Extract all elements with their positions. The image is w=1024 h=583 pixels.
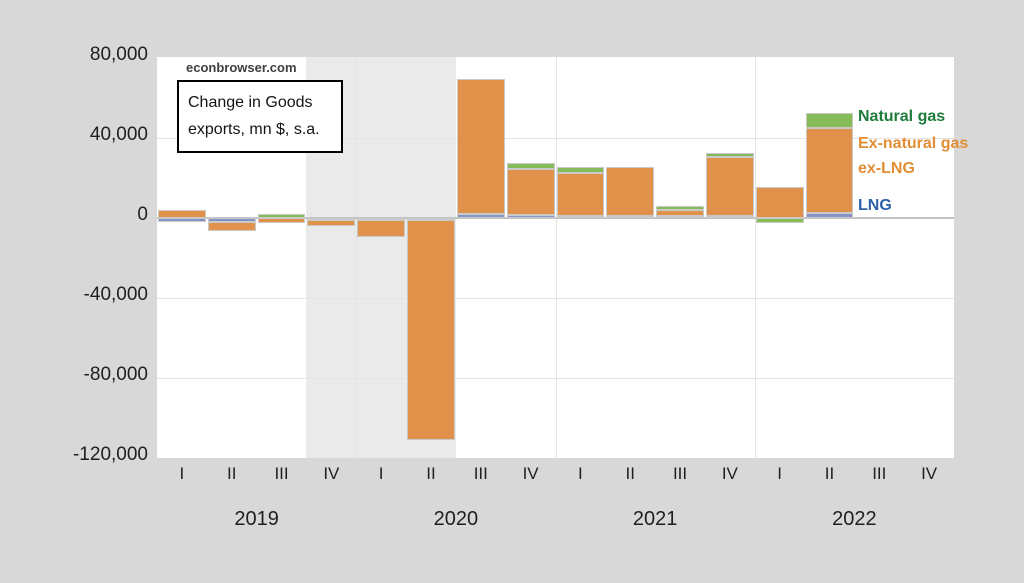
bar-segment (257, 213, 306, 218)
y-tick-label: 0 (137, 204, 148, 225)
legend-label-natural-gas: Natural gas (858, 108, 946, 125)
bar-segment (606, 167, 655, 216)
bar-segment (257, 218, 306, 223)
bar-segment (207, 222, 256, 232)
chart-title-line2: exports, mn $, s.a. (188, 121, 320, 138)
bar-segment (805, 127, 854, 213)
source-watermark: econbrowser.com (186, 60, 297, 75)
x-tick-label: I (578, 464, 583, 483)
x-tick-label: III (473, 464, 488, 483)
x-tick-label: I (378, 464, 384, 483)
bar-segment (357, 220, 406, 237)
bar-segment (456, 79, 505, 215)
y-tick-label: -80,000 (83, 364, 148, 386)
x-year-label: 2021 (632, 508, 678, 530)
bar-segment (158, 209, 206, 218)
x-tick-label: I (777, 464, 783, 483)
x-tick-label: IV (921, 464, 938, 483)
x-tick-label: IV (721, 464, 738, 483)
plot-area (157, 57, 954, 458)
year-boundary-gridline (555, 57, 557, 458)
bar-segment (407, 218, 455, 220)
x-tick-label: II (625, 464, 635, 483)
x-tick-label: III (274, 464, 289, 483)
bar-segment (357, 218, 406, 220)
legend-label-ex-natural-gas: Ex-natural gas (858, 135, 969, 152)
legend-label-lng: LNG (858, 197, 892, 214)
y-tick-label: -40,000 (83, 284, 148, 306)
x-tick-label: III (672, 464, 688, 483)
x-year-label: 2022 (832, 508, 877, 530)
y-tick-label: -120,000 (72, 444, 148, 466)
bar-segment (755, 187, 804, 218)
x-tick-label: II (426, 464, 436, 483)
bar-segment (158, 218, 206, 223)
y-tick-label: 40,000 (89, 123, 148, 145)
bar-segment (606, 215, 655, 218)
zero-axis-line (157, 217, 954, 219)
bar-segment (307, 220, 356, 227)
chart-title-line1: Change in Goods (188, 94, 313, 111)
bar-segment (656, 210, 704, 216)
bar-segment (656, 215, 704, 218)
bar-segment (705, 152, 754, 158)
bar-segment (556, 172, 605, 216)
bar-segment (307, 218, 356, 220)
year-boundary-gridline (754, 57, 756, 458)
bar-segment (805, 212, 854, 218)
bar-segment (805, 112, 854, 128)
bar-segment (705, 157, 754, 216)
bar-segment (506, 169, 555, 216)
y-tick-label: 80,000 (89, 43, 148, 65)
x-tick-label: IV (522, 464, 539, 483)
x-tick-label: IV (323, 464, 340, 483)
bar-segment (556, 215, 605, 218)
x-year-label: 2020 (433, 508, 479, 530)
bar-segment (456, 214, 505, 218)
x-tick-label: II (226, 464, 237, 483)
bar-segment (556, 166, 605, 173)
bar-segment (506, 162, 555, 170)
bar-segment (705, 215, 754, 218)
x-tick-label: III (872, 464, 887, 483)
year-boundary-gridline (356, 57, 358, 458)
bar-segment (656, 206, 704, 211)
x-year-label: 2019 (234, 508, 279, 530)
x-tick-label: II (824, 464, 835, 483)
bar-segment (407, 220, 455, 440)
bar-segment (506, 215, 555, 218)
bar-segment (207, 218, 256, 223)
legend-label-ex-lng: ex-LNG (858, 160, 915, 177)
bar-segment (755, 218, 804, 223)
chart-title-box: Change in Goods exports, mn $, s.a. (177, 80, 343, 153)
x-tick-label: I (179, 464, 185, 483)
